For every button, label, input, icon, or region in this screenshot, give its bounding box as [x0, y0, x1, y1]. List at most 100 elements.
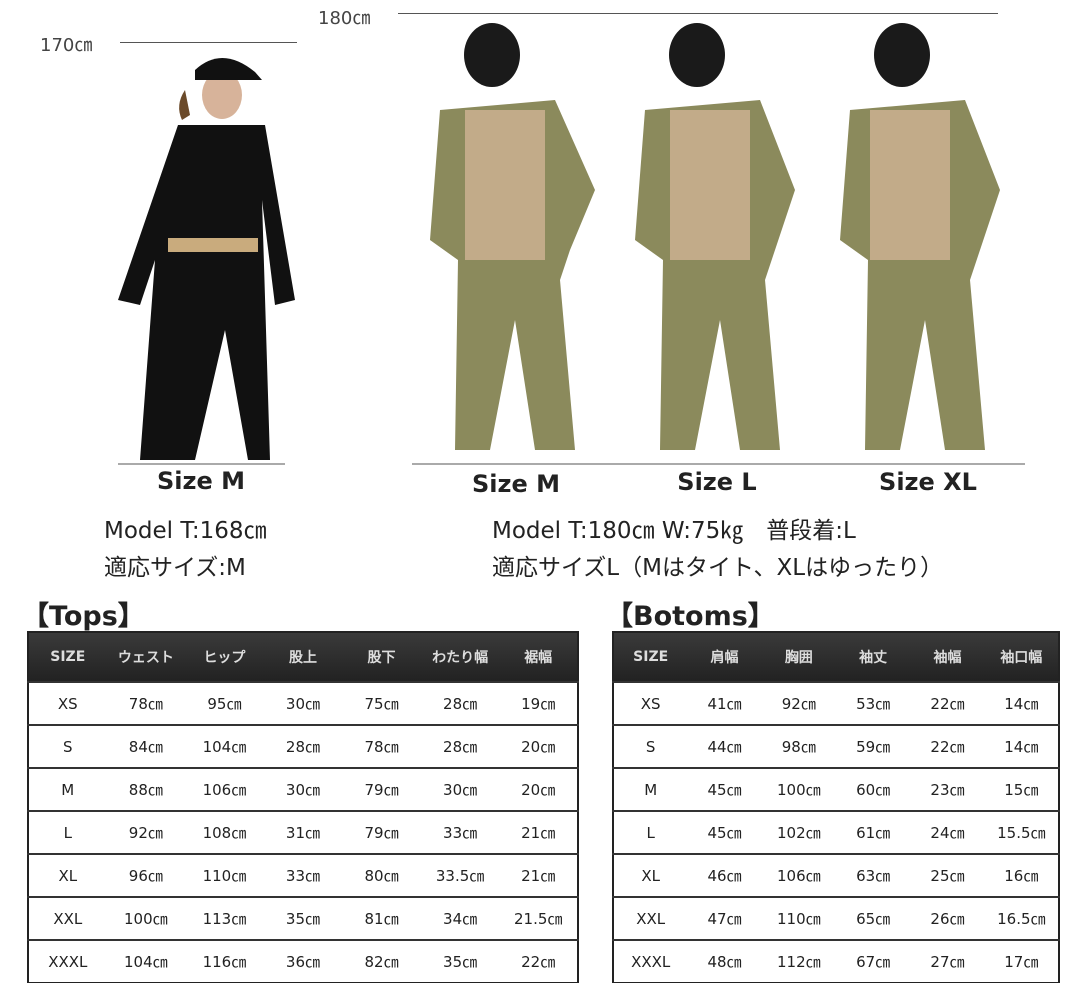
value-cell: 21㎝	[499, 853, 578, 897]
value-cell: 92㎝	[761, 681, 836, 725]
size-label: Size M	[472, 470, 560, 498]
table-row: M 45㎝ 100㎝ 60㎝ 23㎝ 15㎝	[613, 767, 1059, 811]
value-cell: 14㎝	[984, 681, 1059, 725]
value-cell: 21㎝	[499, 810, 578, 854]
size-cell: XL	[613, 853, 688, 897]
value-cell: 67㎝	[835, 939, 911, 983]
size-cell: M	[28, 767, 107, 811]
value-cell: 48㎝	[687, 939, 762, 983]
value-cell: 28㎝	[263, 724, 343, 768]
table-row: XXXL 48㎝ 112㎝ 67㎝ 27㎝ 17㎝	[613, 939, 1059, 983]
value-cell: 23㎝	[910, 767, 985, 811]
size-cell: XS	[28, 681, 107, 725]
size-cell: XXL	[613, 896, 688, 940]
size-label: Size M	[157, 467, 245, 495]
table-row: XL 46㎝ 106㎝ 63㎝ 25㎝ 16㎝	[613, 853, 1059, 897]
header-row: SIZE 肩幅 胸囲 袖丈 袖幅 袖口幅	[613, 632, 1059, 682]
size-label: Size XL	[879, 468, 977, 496]
model-photos	[118, 23, 1025, 465]
value-cell: 104㎝	[185, 724, 264, 768]
header-cell: SIZE	[613, 632, 688, 682]
value-cell: 53㎝	[835, 681, 911, 725]
value-cell: 104㎝	[106, 939, 186, 983]
value-cell: 78㎝	[106, 681, 186, 725]
value-cell: 108㎝	[185, 810, 264, 854]
value-cell: 30㎝	[263, 681, 343, 725]
tops-table: SIZE ウェスト ヒップ 股上 股下 わたり幅 裾幅 XS 78㎝ 95㎝ 30㎝ 75㎝ 28㎝ 19…	[27, 631, 579, 983]
size-label: Size L	[677, 468, 757, 496]
model-info: Model T:180㎝ W:75㎏ 普段着:L	[492, 518, 856, 544]
table-row: XXXL 104㎝ 116㎝ 36㎝ 82㎝ 35㎝ 22㎝	[28, 939, 578, 983]
value-cell: 24㎝	[910, 810, 985, 854]
value-cell: 110㎝	[185, 853, 264, 897]
size-cell: XXL	[28, 896, 107, 940]
size-cell: M	[613, 767, 688, 811]
header-cell: 袖幅	[910, 632, 985, 682]
value-cell: 63㎝	[835, 853, 911, 897]
value-cell: 41㎝	[687, 681, 762, 725]
value-cell: 45㎝	[687, 767, 762, 811]
value-cell: 20㎝	[499, 724, 578, 768]
value-cell: 98㎝	[761, 724, 836, 768]
value-cell: 22㎝	[910, 681, 985, 725]
size-cell: S	[28, 724, 107, 768]
model-info: Model T:168㎝	[104, 518, 267, 544]
height-line	[398, 13, 998, 14]
size-cell: XXXL	[613, 939, 688, 983]
header-cell: 股上	[263, 632, 343, 682]
value-cell: 106㎝	[761, 853, 836, 897]
value-cell: 21.5㎝	[499, 896, 578, 940]
bottoms-table: SIZE 肩幅 胸囲 袖丈 袖幅 袖口幅 XS 41㎝ 92㎝ 53㎝ 22㎝ 14㎝ S 44㎝ 98㎝ 5…	[612, 631, 1060, 983]
header-cell: 股下	[342, 632, 421, 682]
table-row: XS 78㎝ 95㎝ 30㎝ 75㎝ 28㎝ 19㎝	[28, 681, 578, 725]
value-cell: 22㎝	[499, 939, 578, 983]
size-cell: XS	[613, 681, 688, 725]
size-cell: XXXL	[28, 939, 107, 983]
size-cell: S	[613, 724, 688, 768]
female-model	[118, 57, 295, 460]
value-cell: 30㎝	[263, 767, 343, 811]
height-line	[120, 42, 297, 43]
table-title: 【Botoms】	[606, 601, 775, 632]
value-cell: 26㎝	[910, 896, 985, 940]
value-cell: 14㎝	[984, 724, 1059, 768]
header-cell: 肩幅	[687, 632, 762, 682]
value-cell: 116㎝	[185, 939, 264, 983]
height-label: 170㎝	[40, 35, 93, 56]
value-cell: 88㎝	[106, 767, 186, 811]
value-cell: 19㎝	[499, 681, 578, 725]
value-cell: 106㎝	[185, 767, 264, 811]
table-row: M 88㎝ 106㎝ 30㎝ 79㎝ 30㎝ 20㎝	[28, 767, 578, 811]
value-cell: 75㎝	[342, 681, 421, 725]
value-cell: 82㎝	[342, 939, 421, 983]
value-cell: 16.5㎝	[984, 896, 1059, 940]
value-cell: 100㎝	[106, 896, 186, 940]
value-cell: 30㎝	[420, 767, 500, 811]
value-cell: 35㎝	[263, 896, 343, 940]
table-row: XXL 47㎝ 110㎝ 65㎝ 26㎝ 16.5㎝	[613, 896, 1059, 940]
fit-info: 適応サイズL（Mはタイト、XLはゆったり）	[492, 555, 944, 581]
table-title: 【Tops】	[22, 601, 145, 632]
value-cell: 33.5㎝	[420, 853, 500, 897]
value-cell: 79㎝	[342, 767, 421, 811]
header-cell: SIZE	[28, 632, 107, 682]
value-cell: 33㎝	[263, 853, 343, 897]
value-cell: 45㎝	[687, 810, 762, 854]
header-cell: 袖口幅	[984, 632, 1059, 682]
value-cell: 80㎝	[342, 853, 421, 897]
value-cell: 113㎝	[185, 896, 264, 940]
value-cell: 28㎝	[420, 724, 500, 768]
size-cell: XL	[28, 853, 107, 897]
value-cell: 65㎝	[835, 896, 911, 940]
table-row: S 84㎝ 104㎝ 28㎝ 78㎝ 28㎝ 20㎝	[28, 724, 578, 768]
size-cell: L	[28, 810, 107, 854]
value-cell: 22㎝	[910, 724, 985, 768]
height-label: 180㎝	[318, 8, 371, 29]
value-cell: 79㎝	[342, 810, 421, 854]
size-cell: L	[613, 810, 688, 854]
table-row: S 44㎝ 98㎝ 59㎝ 22㎝ 14㎝	[613, 724, 1059, 768]
value-cell: 27㎝	[910, 939, 985, 983]
value-cell: 16㎝	[984, 853, 1059, 897]
header-cell: 裾幅	[499, 632, 578, 682]
header-cell: 袖丈	[835, 632, 911, 682]
